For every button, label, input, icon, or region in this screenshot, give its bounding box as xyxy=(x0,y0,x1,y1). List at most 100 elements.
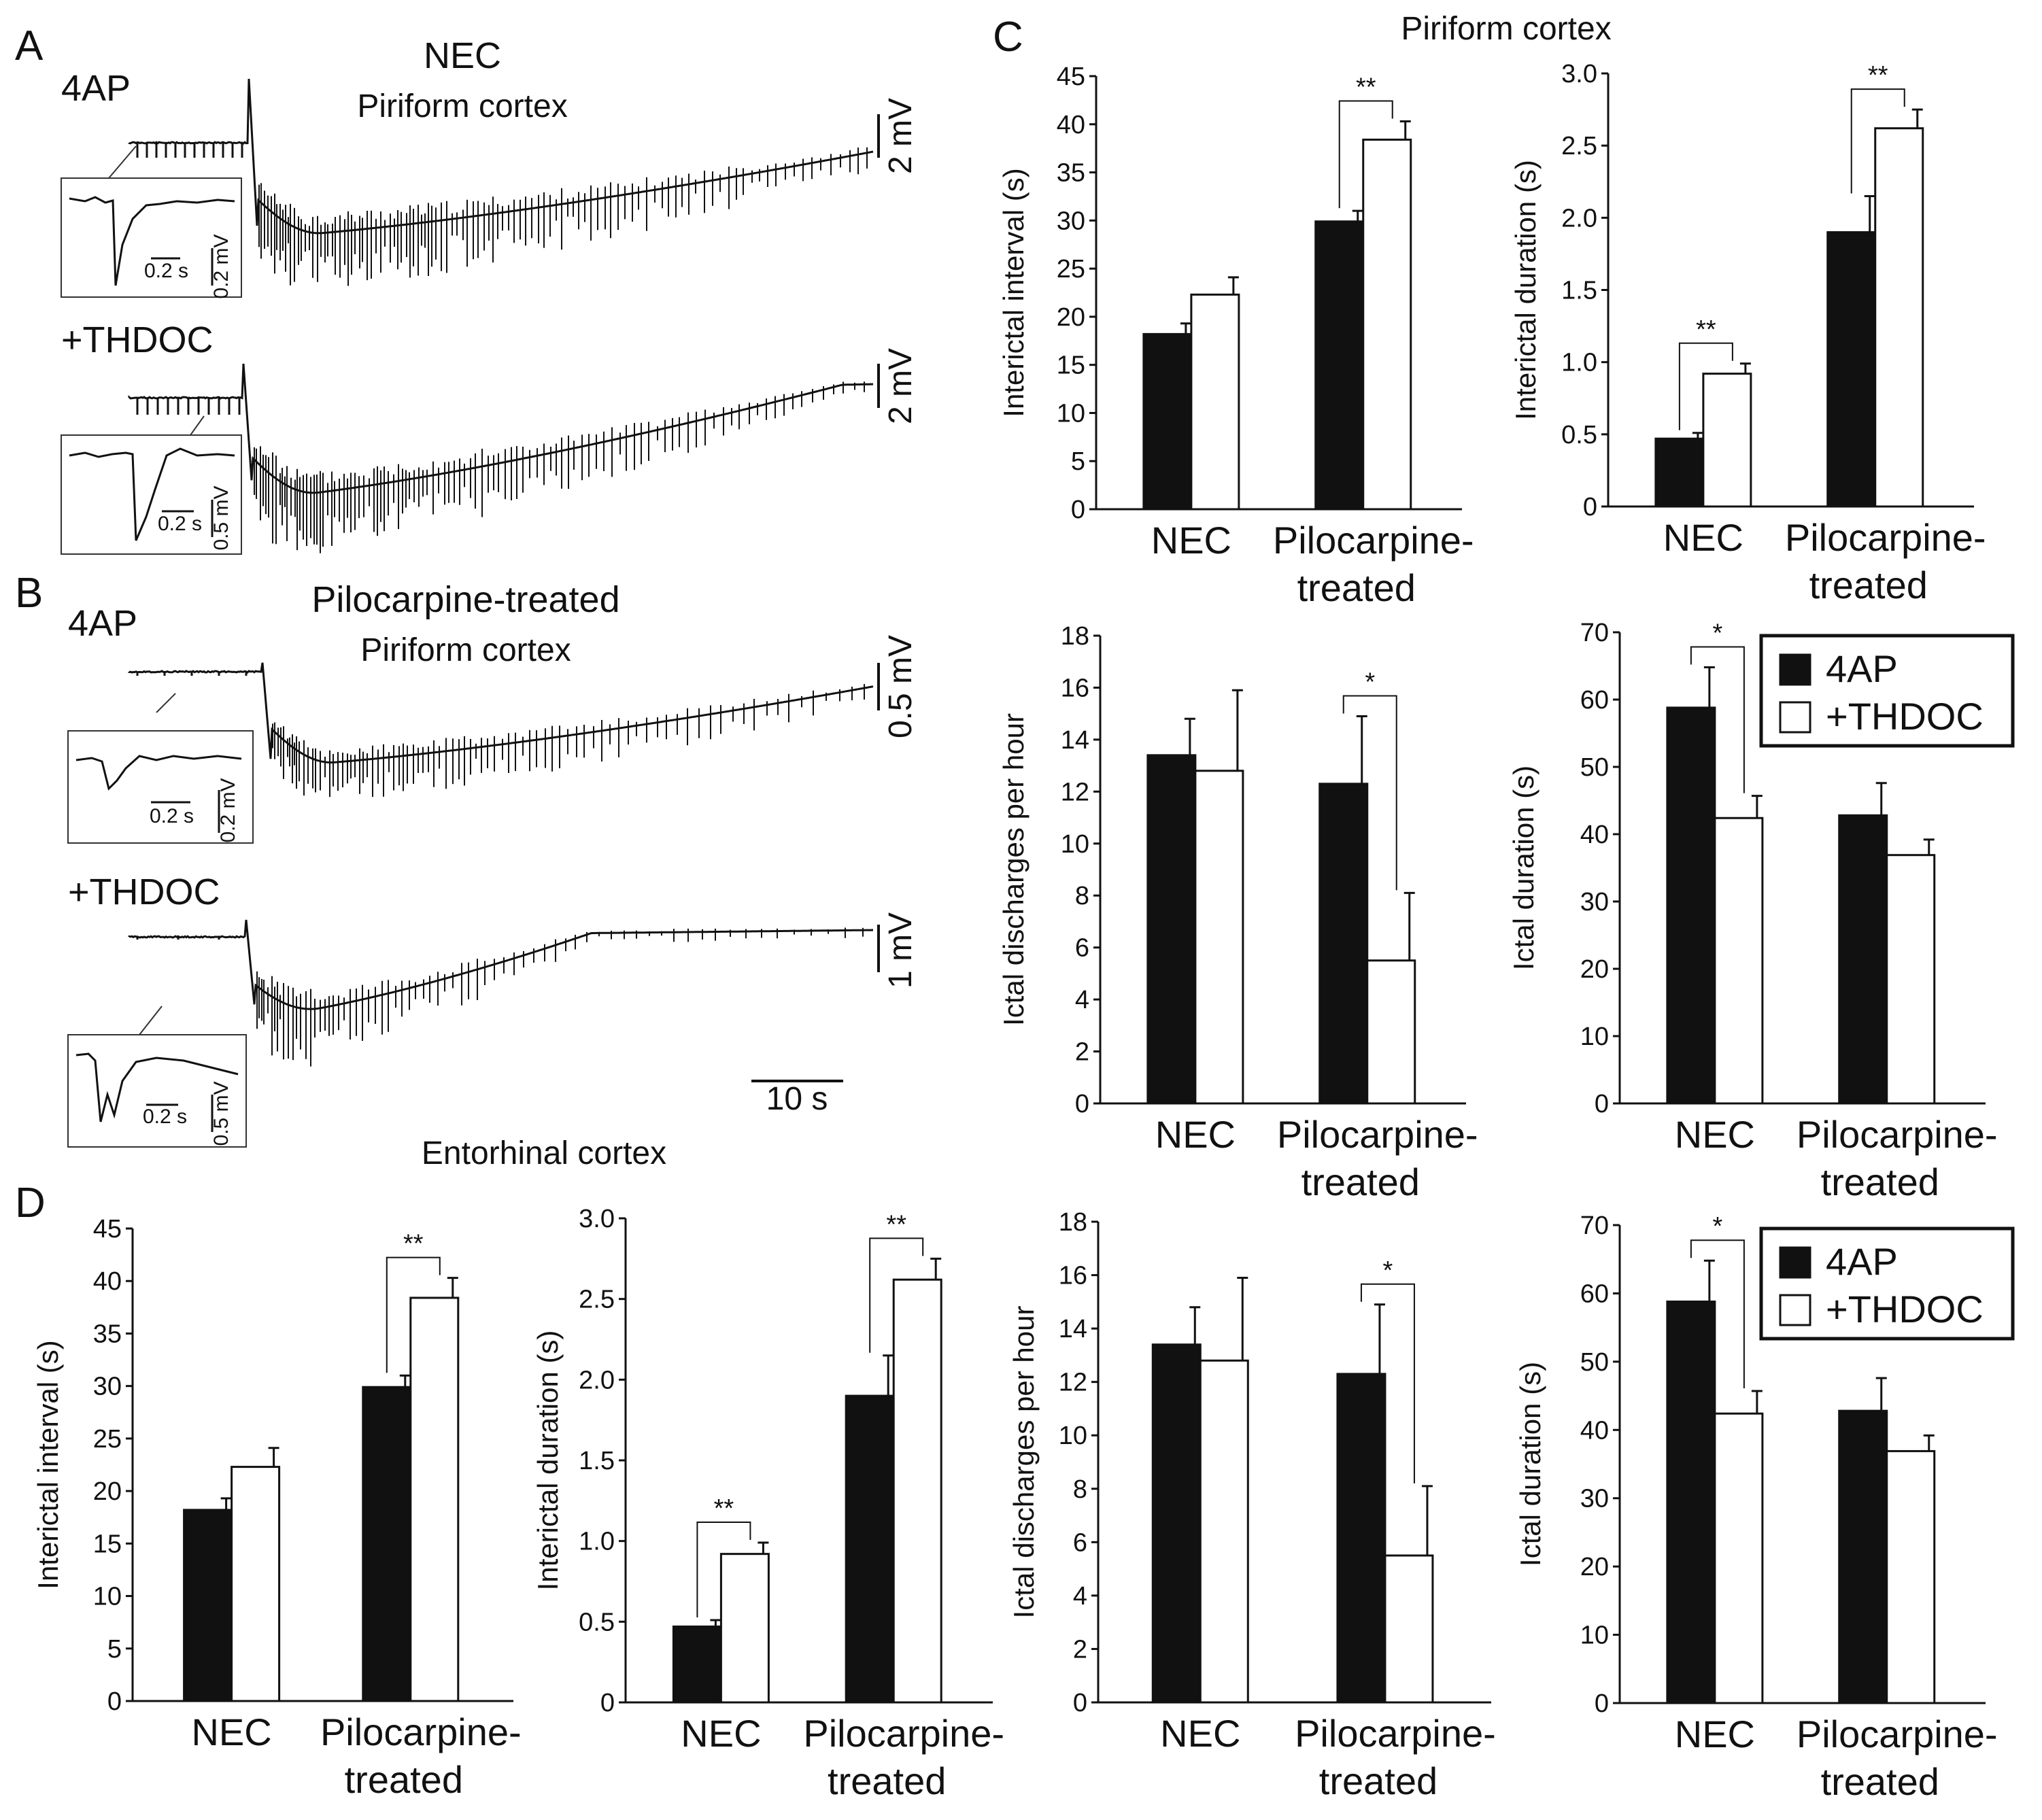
bar-THDOC-nec xyxy=(719,1553,770,1704)
y-tick-label: 8 xyxy=(1075,882,1089,910)
category-label-pilocarpine: Pilocarpine- xyxy=(803,1712,1004,1755)
significance-label: ** xyxy=(714,1494,734,1523)
legend-label-thdoc: +THDOC xyxy=(1826,695,1984,738)
chart-d-ictal-duration: 0 10 20 30 40 50 60 70 Ictal duration (s) * NEC Pil… xyxy=(1514,1212,2015,1803)
trace-a-row1-label: 4AP xyxy=(61,68,131,109)
y-tick-label: 15 xyxy=(93,1530,122,1558)
chart-d-interictal-interval: 0 5 10 15 20 25 30 35 40 45 Interictal interval (s… xyxy=(32,1215,522,1801)
category-label-pilocarpine: Pilocarpine- xyxy=(1797,1713,1998,1755)
y-tick-label: 12 xyxy=(1059,1369,1087,1397)
y-tick-label: 10 xyxy=(1059,1422,1087,1450)
y-tick-label: 30 xyxy=(1580,888,1609,916)
y-tick-label: 16 xyxy=(1059,1262,1087,1290)
panel-letter-c: C xyxy=(993,14,1023,61)
inset-a1-amp: 0.2 mV xyxy=(210,234,233,298)
y-axis-title: Interictal duration (s) xyxy=(1510,160,1542,420)
y-tick-label: 0.5 xyxy=(1561,421,1597,449)
y-tick-label: 15 xyxy=(1057,351,1085,380)
inset-b2: 0.2 s 0.5 mV xyxy=(67,1006,247,1148)
y-tick-label: 40 xyxy=(1057,111,1085,139)
y-tick-label: 40 xyxy=(93,1267,122,1296)
y-tick-label: 18 xyxy=(1061,622,1089,651)
inset-b1-time: 0.2 s xyxy=(150,805,194,827)
significance-bracket xyxy=(696,1522,751,1617)
trace-a-row2-label: +THDOC xyxy=(61,320,214,360)
bar-THDOC-pilocarpine xyxy=(1366,959,1416,1105)
y-tick-label: 30 xyxy=(1057,207,1085,235)
y-tick-label: 1.0 xyxy=(579,1528,615,1556)
significance-bracket xyxy=(1690,646,1745,793)
bar-4AP-nec xyxy=(1654,437,1705,508)
y-tick-label: 35 xyxy=(1057,159,1085,188)
inset-a2-amp: 0.5 mV xyxy=(210,485,233,550)
y-axis-title: Interictal duration (s) xyxy=(532,1330,564,1591)
bar-4AP-pilocarpine xyxy=(1336,1373,1386,1704)
legend-swatch-thdoc xyxy=(1779,701,1811,734)
bar-THDOC-pilocarpine xyxy=(1886,1449,1936,1704)
bar-4AP-pilocarpine xyxy=(1826,231,1877,508)
y-tick-label: 6 xyxy=(1073,1528,1087,1557)
y-tick-label: 10 xyxy=(1061,830,1089,859)
y-tick-label: 6 xyxy=(1075,934,1089,963)
bar-4AP-nec xyxy=(1666,1300,1716,1704)
trace-a-4ap xyxy=(128,78,874,286)
bar-THDOC-pilocarpine xyxy=(1362,138,1412,511)
bar-4AP-pilocarpine xyxy=(845,1394,895,1704)
significance-label: * xyxy=(1383,1256,1393,1285)
bar-THDOC-nec xyxy=(1714,1412,1764,1704)
bar-THDOC-nec xyxy=(1702,373,1752,508)
significance-bracket xyxy=(1678,342,1733,430)
y-axis-title: Ictal duration (s) xyxy=(1514,1362,1546,1566)
bar-THDOC-nec xyxy=(1199,1359,1249,1704)
legend-swatch-thdoc xyxy=(1779,1294,1811,1326)
trace-b-row1-label: 4AP xyxy=(68,603,137,644)
significance-bracket xyxy=(869,1237,924,1353)
bar-4AP-nec xyxy=(1666,706,1716,1105)
y-tick-label: 0 xyxy=(1073,1689,1087,1717)
legend-swatch-4ap xyxy=(1779,653,1811,686)
category-label-treated: treated xyxy=(1821,1760,1939,1803)
y-tick-label: 2.0 xyxy=(1561,204,1597,233)
y-tick-label: 20 xyxy=(1580,1553,1609,1581)
significance-label: * xyxy=(1712,1212,1722,1241)
chart-d-interictal-duration: 0 0.5 1.0 1.5 2.0 2.5 3.0 Interictal duration (… xyxy=(532,1205,1004,1802)
y-tick-label: 10 xyxy=(93,1583,122,1611)
category-label-pilocarpine: Pilocarpine- xyxy=(1797,1113,1998,1156)
y-tick-label: 10 xyxy=(1057,399,1085,428)
bar-4AP-nec xyxy=(672,1625,722,1704)
y-tick-label: 45 xyxy=(93,1215,122,1243)
y-tick-label: 1.0 xyxy=(1561,349,1597,377)
y-tick-label: 60 xyxy=(1580,1280,1609,1308)
legend-label-4ap: 4AP xyxy=(1826,1240,1898,1283)
y-tick-label: 70 xyxy=(1580,1212,1609,1240)
y-tick-label: 50 xyxy=(1580,1348,1609,1377)
section-title-d: Entorhinal cortex xyxy=(422,1135,666,1171)
y-tick-label: 0 xyxy=(1583,493,1597,521)
category-label-pilocarpine: Pilocarpine- xyxy=(1277,1113,1478,1156)
y-tick-label: 10 xyxy=(1580,1621,1609,1650)
y-tick-label: 25 xyxy=(1057,255,1085,284)
bar-THDOC-nec xyxy=(1194,770,1244,1105)
y-tick-label: 0 xyxy=(600,1689,615,1717)
scale-label-b2: 1 mV xyxy=(883,912,919,989)
inset-b2-amp: 0.5 mV xyxy=(210,1081,233,1146)
bar-4AP-nec xyxy=(1151,1343,1202,1704)
bar-THDOC-nec xyxy=(1714,817,1764,1105)
bar-4AP-pilocarpine xyxy=(1838,1409,1888,1704)
y-tick-label: 0 xyxy=(1595,1689,1609,1718)
significance-bracket xyxy=(386,1256,441,1373)
category-label-treated: treated xyxy=(1301,1161,1420,1203)
trace-b-thdoc xyxy=(128,919,873,1067)
trace-baseline xyxy=(128,662,874,763)
category-label-nec: NEC xyxy=(681,1712,761,1755)
category-label-treated: treated xyxy=(828,1759,946,1802)
category-label-treated: treated xyxy=(345,1758,463,1801)
y-tick-label: 8 xyxy=(1073,1475,1087,1504)
trace-a-group: NEC xyxy=(424,35,501,76)
significance-bracket xyxy=(1360,1283,1415,1483)
trace-baseline xyxy=(128,78,874,235)
y-tick-label: 70 xyxy=(1580,619,1609,647)
category-label-pilocarpine: Pilocarpine- xyxy=(1273,519,1474,562)
panel-a: A 4AP NEC Piriform cortex +THDOC 2 mV 2 … xyxy=(15,22,919,555)
y-tick-label: 30 xyxy=(93,1373,122,1401)
